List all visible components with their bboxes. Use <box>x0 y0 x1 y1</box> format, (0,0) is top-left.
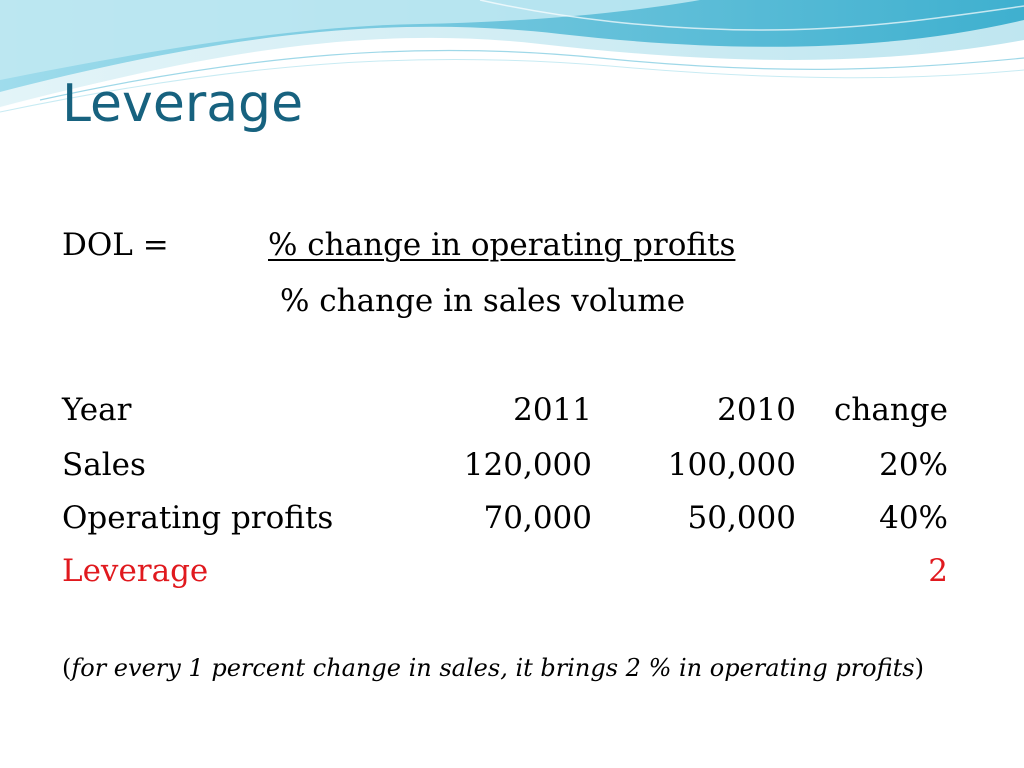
cell-2011: 70,000 <box>483 500 592 536</box>
footnote: (for every 1 percent change in sales, it… <box>62 656 924 680</box>
footnote-text: for every 1 percent change in sales, it … <box>71 654 915 682</box>
slide-title: Leverage <box>62 74 304 134</box>
cell-change: 40% <box>879 500 948 536</box>
cell-2010: 50,000 <box>687 500 796 536</box>
header-col-change: change <box>834 392 948 428</box>
header-label: Year <box>62 392 132 428</box>
header-col-2011: 2011 <box>513 392 592 428</box>
cell-2010: 100,000 <box>667 447 796 483</box>
footnote-open-paren: ( <box>62 654 72 682</box>
row-label: Operating profits <box>62 500 334 536</box>
formula-label: DOL = <box>62 227 169 263</box>
header-col-2010: 2010 <box>717 392 796 428</box>
formula-denominator: % change in sales volume <box>280 283 686 319</box>
formula-numerator: % change in operating profits <box>268 227 736 263</box>
footnote-close-paren: ) <box>914 654 924 682</box>
cell-change: 2 <box>928 553 948 589</box>
row-label: Leverage <box>62 553 209 589</box>
cell-2011: 120,000 <box>463 447 592 483</box>
cell-change: 20% <box>879 447 948 483</box>
header-wave-decoration <box>0 0 1024 113</box>
row-label: Sales <box>62 447 146 483</box>
